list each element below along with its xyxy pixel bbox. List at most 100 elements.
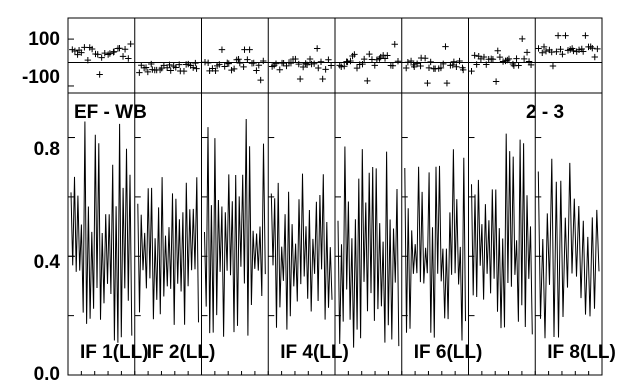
- phase-point: [176, 61, 183, 68]
- amp-ytick-label-0.0: 0.0: [34, 364, 60, 380]
- phase-point: [373, 56, 381, 63]
- phase-point: [403, 64, 410, 72]
- amplitude-frame: [67, 92, 603, 376]
- phase-series-7: [468, 35, 535, 85]
- phase-point: [347, 57, 354, 65]
- amp-series-3: [204, 118, 266, 337]
- phase-ytick-label-neg100: -100: [22, 67, 60, 88]
- phase-point: [201, 58, 209, 66]
- amp-series-6: [404, 149, 466, 341]
- amp-ytick-label-0.4: 0.4: [34, 252, 61, 273]
- phase-point: [315, 64, 322, 72]
- phase-series-5: [336, 41, 402, 85]
- phase-point: [224, 59, 231, 67]
- phase-point: [125, 55, 132, 62]
- phase-point: [391, 41, 398, 48]
- phase-point: [225, 60, 232, 67]
- phase-point: [589, 45, 596, 52]
- phase-point: [404, 59, 412, 66]
- phase-point: [519, 35, 526, 43]
- phase-point: [364, 77, 371, 85]
- amp-series-7: [471, 133, 533, 335]
- phase-point: [295, 60, 302, 68]
- phase-point: [489, 56, 497, 63]
- phase-point: [319, 75, 326, 83]
- phase-point: [250, 59, 257, 67]
- phase-point: [338, 63, 345, 70]
- phase-point: [591, 53, 598, 61]
- phase-point: [121, 46, 129, 53]
- phase-point: [413, 60, 421, 67]
- phase-point: [389, 62, 397, 69]
- phase-point: [539, 49, 546, 56]
- phase-series-3: [201, 46, 267, 84]
- amp-series-5: [337, 146, 400, 348]
- phase-point: [253, 67, 260, 74]
- phase-point: [515, 62, 522, 69]
- phase-point: [110, 48, 118, 55]
- phase-point: [221, 63, 228, 70]
- phase-point: [505, 55, 513, 63]
- phase-point: [504, 56, 511, 64]
- phase-panel: 100 -100: [22, 17, 603, 94]
- phase-series-6: [403, 43, 467, 87]
- phase-point: [535, 45, 542, 52]
- phase-point: [235, 56, 242, 63]
- phase-point: [542, 47, 550, 55]
- amplitude-panel: 0.8 0.4 0.0 EF - WB 2 - 3 IF 1(LL)IF 2(L…: [34, 92, 616, 380]
- phase-point: [116, 44, 123, 52]
- phase-point: [582, 32, 589, 39]
- phase-point: [440, 60, 447, 68]
- phase-series-4: [268, 45, 335, 83]
- phase-point: [257, 76, 264, 84]
- if-label-1: IF 1(LL): [80, 342, 149, 363]
- phase-point: [554, 32, 562, 39]
- phase-point: [407, 57, 415, 65]
- phase-point: [230, 65, 238, 73]
- phase-point: [84, 56, 92, 64]
- phase-point: [442, 43, 449, 50]
- if-label-4: IF 4(LL): [280, 342, 349, 363]
- phase-point: [310, 60, 318, 67]
- phase-point: [236, 59, 243, 67]
- amp-ytick-label-0.8: 0.8: [34, 139, 60, 160]
- phase-point: [218, 46, 226, 53]
- phase-point: [283, 62, 290, 70]
- phase-point: [216, 61, 223, 68]
- phase-point: [313, 45, 321, 52]
- phase-point: [299, 63, 307, 71]
- phase-point: [292, 55, 299, 63]
- phase-point: [559, 50, 566, 58]
- phase-point: [244, 56, 251, 63]
- phase-point: [272, 60, 280, 67]
- phase-point: [189, 64, 197, 71]
- phase-point: [360, 55, 368, 63]
- phase-point: [425, 64, 433, 72]
- phase-point: [280, 59, 287, 67]
- phase-point: [471, 52, 478, 59]
- phase-point: [193, 65, 200, 72]
- if-labels: IF 1(LL)IF 2(LL) IF 4(LL) IF 6(LL) IF 8(LL): [80, 342, 616, 363]
- phase-point: [138, 61, 145, 69]
- phase-point: [456, 57, 463, 65]
- phase-point: [296, 75, 304, 83]
- phase-point: [317, 58, 325, 65]
- phase-point: [427, 58, 434, 66]
- phase-point: [204, 59, 212, 67]
- phase-point: [557, 46, 564, 53]
- phase-point: [424, 79, 431, 87]
- phase-point: [246, 46, 253, 53]
- phase-y-tick-labels: 100 -100: [22, 29, 60, 88]
- phase-point: [579, 48, 587, 55]
- phase-point: [303, 61, 311, 68]
- polarization-label: 2 - 3: [526, 102, 564, 123]
- if-label-6: IF 6(LL): [414, 342, 483, 363]
- phase-point: [240, 63, 247, 71]
- phase-point: [136, 69, 143, 76]
- phase-point: [144, 68, 151, 76]
- phase-point: [192, 59, 199, 67]
- phase-point: [366, 50, 373, 58]
- phase-point: [450, 58, 458, 66]
- phase-series-2: [136, 59, 200, 76]
